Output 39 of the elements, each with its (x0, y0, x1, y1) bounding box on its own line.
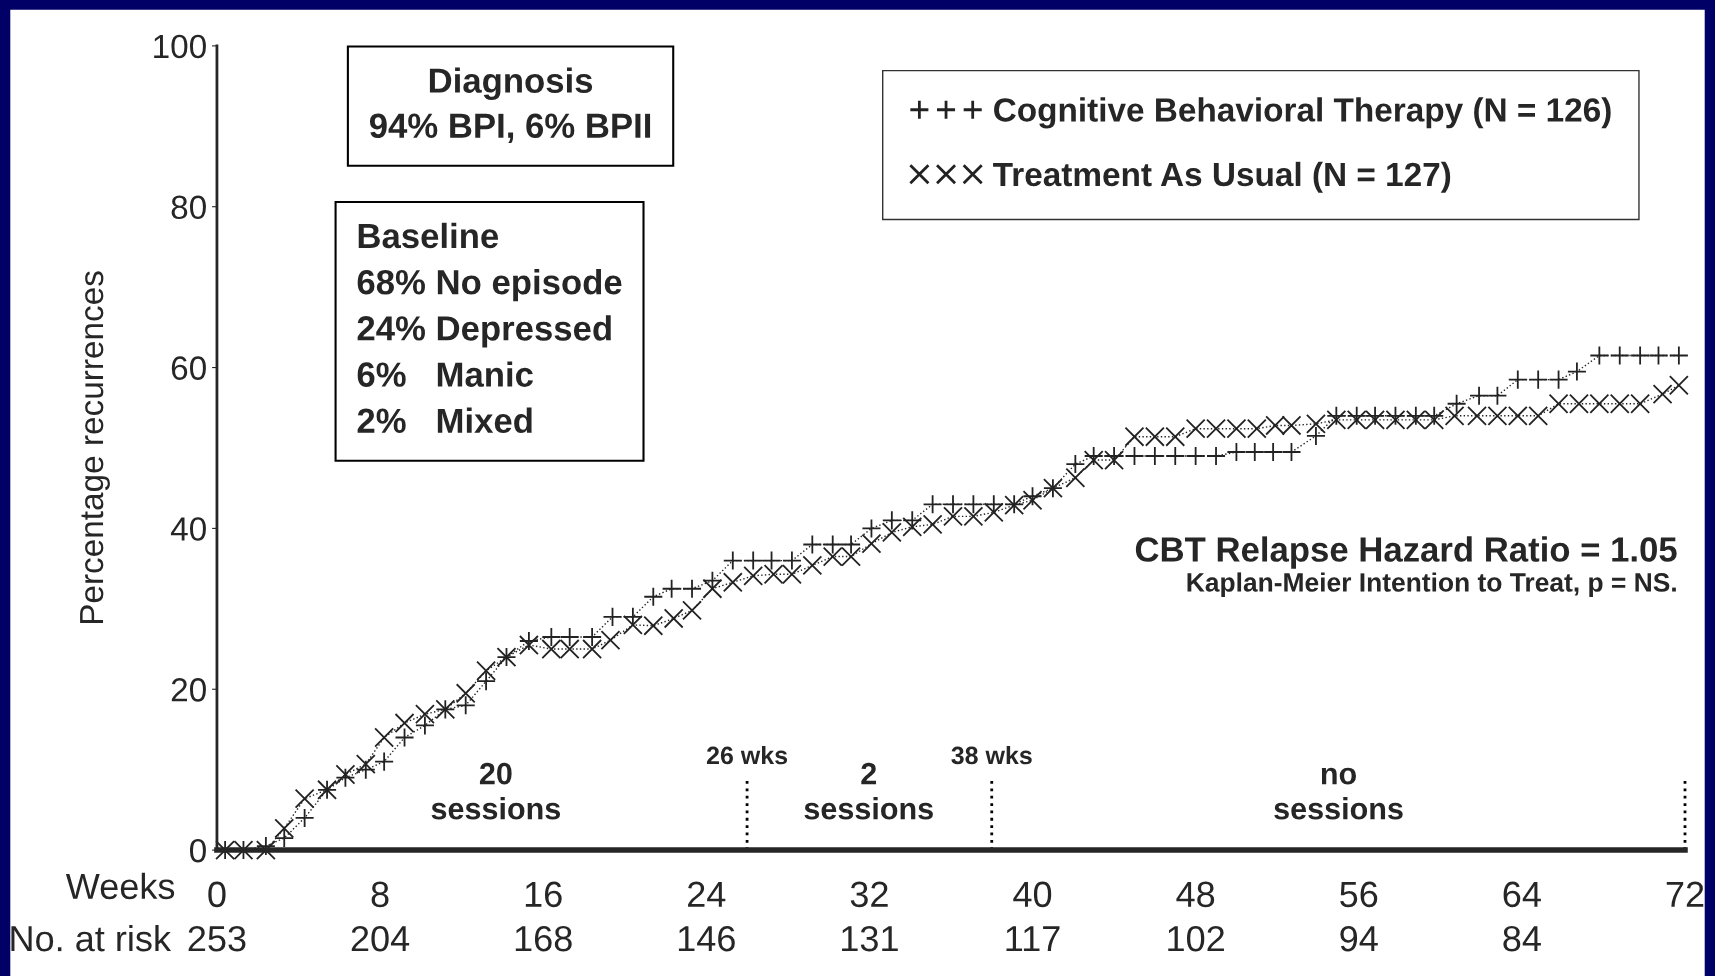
text: 131 (842, 925, 898, 952)
x-axis-title: Weeks (65, 872, 175, 900)
annotation: no sessions (1274, 767, 1403, 820)
text: 94 (1340, 925, 1378, 952)
y-tick-label: 40 (170, 517, 206, 541)
ref-line-label: 26 wks (706, 745, 788, 765)
text: 146 (678, 925, 735, 952)
annotation: 2 sessions (804, 762, 933, 820)
x-tick-label: 16 (525, 881, 562, 908)
y-axis-title: Percentage recurrences (80, 271, 110, 624)
annotation: Baseline 68% No episode 24% Depressed 6% Manic 2% Mixed (357, 222, 622, 434)
legend-label: Cognitive Behavioral Therapy (N = 126) (994, 97, 1611, 129)
text: 204 (351, 925, 410, 952)
x-tick-label: 32 (850, 881, 888, 908)
x-tick-label: 56 (1340, 881, 1378, 908)
legend-label: Treatment As Usual (N = 127) (993, 161, 1451, 193)
annotation: Kaplan-Meier Intention to Treat, p = NS. (1187, 572, 1676, 597)
y-tick-label: 80 (171, 195, 206, 220)
text: 84 (1503, 925, 1541, 952)
annotation: Diagnosis 94% BPI, 6% BPII (369, 67, 651, 144)
y-tick-label: 0 (189, 838, 206, 863)
x-tick-label: 0 (208, 881, 226, 908)
ref-line-label: 38 wks (951, 745, 1032, 765)
text: No. at risk (11, 924, 172, 952)
y-tick-label: 60 (171, 356, 206, 380)
annotation: CBT Relapse Hazard Ratio = 1.05 (1135, 536, 1677, 569)
x-tick-label: 24 (688, 881, 726, 907)
text: 117 (1006, 926, 1060, 952)
x-tick-label: 8 (371, 881, 389, 908)
x-tick-label: 48 (1176, 881, 1215, 908)
text: 253 (188, 925, 246, 952)
text: 168 (515, 925, 572, 952)
x-tick-label: 64 (1503, 881, 1541, 908)
x-tick-label: 40 (1013, 881, 1052, 908)
annotation: 20 sessions (431, 762, 561, 820)
y-tick-label: 20 (171, 678, 206, 702)
x-tick-label: 72 (1666, 881, 1704, 907)
y-tick-label: 100 (154, 34, 206, 59)
text: 102 (1168, 925, 1224, 952)
